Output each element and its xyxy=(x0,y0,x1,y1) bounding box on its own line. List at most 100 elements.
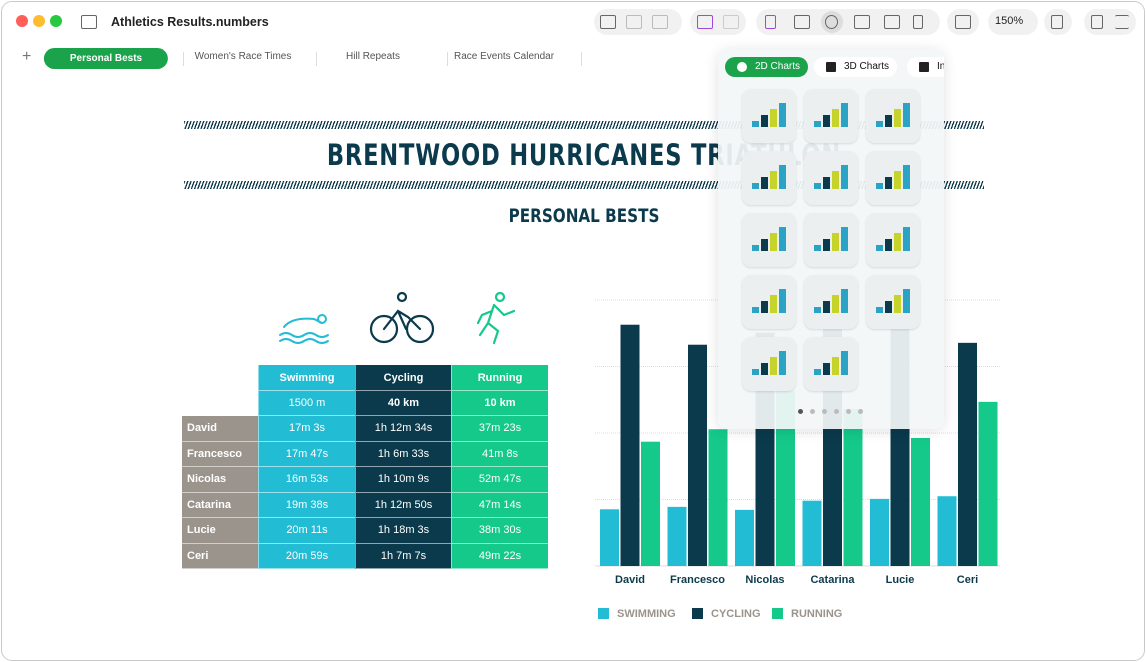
tile-glyph xyxy=(823,239,830,251)
document-subtitle: PERSONAL BESTS xyxy=(508,205,660,227)
tile-glyph xyxy=(752,183,759,189)
x-tick-label: Francesco xyxy=(670,574,725,586)
tile-glyph xyxy=(779,227,786,251)
popover-tab[interactable]: 2D Charts xyxy=(725,57,809,77)
chart-type-tile[interactable] xyxy=(804,151,858,205)
page-dot[interactable] xyxy=(810,409,815,414)
sport-icons xyxy=(279,291,516,345)
tile-glyph xyxy=(761,177,768,189)
tile-glyph xyxy=(894,233,901,251)
sidebar-button[interactable] xyxy=(81,15,97,29)
grid-button[interactable] xyxy=(723,15,739,29)
zoom-button[interactable] xyxy=(50,15,62,27)
row-name: David xyxy=(182,416,258,442)
text-button[interactable] xyxy=(854,15,870,29)
chart-type-tile[interactable] xyxy=(804,89,858,143)
bar xyxy=(958,342,977,566)
format-button[interactable] xyxy=(1091,15,1103,29)
page-dot[interactable] xyxy=(846,409,851,414)
run-icon xyxy=(476,291,516,345)
distance: 10 km xyxy=(451,391,548,416)
tile-glyph xyxy=(885,301,892,313)
tile-glyph xyxy=(752,121,759,127)
time-cell: 47m 14s xyxy=(451,492,548,518)
chart-type-tile[interactable] xyxy=(804,275,858,329)
sheet-tab[interactable]: Race Events Calendar xyxy=(453,51,555,62)
chart-type-tile[interactable] xyxy=(866,275,920,329)
tile-glyph xyxy=(823,115,830,127)
chart-type-tile[interactable] xyxy=(804,337,858,391)
page-dot[interactable] xyxy=(798,409,803,414)
time-cell: 38m 30s xyxy=(451,518,548,544)
add-sheet-button[interactable]: + xyxy=(22,48,32,65)
page-dot[interactable] xyxy=(858,409,863,414)
list-button[interactable] xyxy=(626,15,642,29)
organize-button[interactable] xyxy=(1115,15,1129,29)
minimize-button[interactable] xyxy=(33,15,45,27)
shape-button[interactable] xyxy=(765,15,776,29)
time-cell: 49m 22s xyxy=(451,543,548,569)
media-button[interactable] xyxy=(697,15,713,29)
bar xyxy=(600,509,619,566)
tile-glyph xyxy=(903,289,910,313)
zoom-group: 150% xyxy=(988,9,1038,35)
tile-glyph xyxy=(894,171,901,189)
tile-glyph xyxy=(876,183,883,189)
close-button[interactable] xyxy=(16,15,28,27)
column-header: Cycling xyxy=(355,365,451,391)
time-cell: 52m 47s xyxy=(451,467,548,493)
distance: 1500 m xyxy=(258,391,355,416)
tile-glyph xyxy=(770,171,777,189)
attach-button[interactable] xyxy=(913,15,923,29)
tab-icon xyxy=(919,62,929,72)
chart-type-tile[interactable] xyxy=(742,337,796,391)
page-dot[interactable] xyxy=(822,409,827,414)
format-group xyxy=(1084,9,1136,35)
bar xyxy=(802,500,822,566)
page-dot[interactable] xyxy=(834,409,839,414)
chart-type-tile[interactable] xyxy=(804,213,858,267)
chart-type-tile[interactable] xyxy=(866,89,920,143)
tile-glyph xyxy=(823,177,830,189)
bar xyxy=(911,437,930,566)
chart-type-tile[interactable] xyxy=(742,151,796,205)
column-header: Running xyxy=(451,365,548,391)
insert-button[interactable] xyxy=(600,15,616,29)
sheet-tab[interactable]: Women's Race Times xyxy=(194,51,292,62)
tile-glyph xyxy=(832,233,839,251)
toolbar: Athletics Results.numbers 150% xyxy=(2,2,1144,42)
tile-glyph xyxy=(832,357,839,375)
share-button[interactable] xyxy=(1051,15,1063,29)
legend-label: RUNNING xyxy=(791,608,842,620)
table-button[interactable] xyxy=(794,15,810,29)
shapes-button[interactable] xyxy=(884,15,900,29)
popover-tab[interactable]: 3D Charts xyxy=(814,57,898,77)
zoom-level[interactable]: 150% xyxy=(995,15,1024,27)
row-name: Ceri xyxy=(182,543,258,569)
chart-type-tile[interactable] xyxy=(742,89,796,143)
tile-glyph xyxy=(885,115,892,127)
sheet-tab[interactable]: Hill Repeats xyxy=(346,51,400,62)
share-group xyxy=(1044,9,1072,35)
bar xyxy=(978,401,998,566)
chart-type-tile[interactable] xyxy=(742,275,796,329)
tile-glyph xyxy=(814,183,821,189)
chart-type-tile[interactable] xyxy=(866,213,920,267)
time-cell: 17m 47s xyxy=(258,441,355,467)
chart-type-tile[interactable] xyxy=(742,213,796,267)
tile-glyph xyxy=(894,295,901,313)
title-rule xyxy=(184,121,984,129)
comment-button[interactable] xyxy=(955,15,971,29)
tile-glyph xyxy=(779,351,786,375)
bar xyxy=(843,408,863,566)
column-header: Swimming xyxy=(258,365,355,391)
chart-button[interactable] xyxy=(825,15,838,29)
sheet-tab[interactable]: Personal Bests xyxy=(43,48,169,69)
tile-glyph xyxy=(841,103,848,127)
tile-glyph xyxy=(779,289,786,313)
chart-type-tile[interactable] xyxy=(866,151,920,205)
rows-button[interactable] xyxy=(652,15,668,29)
tile-glyph xyxy=(903,103,910,127)
popover-tab[interactable]: Interactive xyxy=(907,57,944,77)
legend-swatch xyxy=(692,608,703,619)
